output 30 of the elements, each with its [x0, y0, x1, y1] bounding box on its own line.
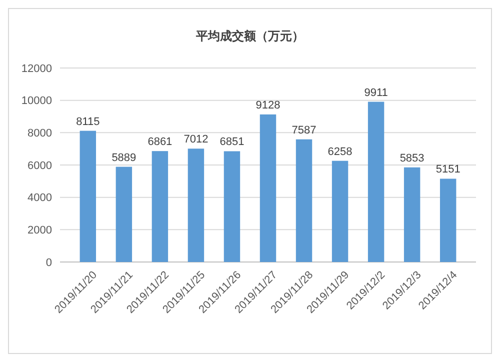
- data-label: 5151: [436, 164, 460, 176]
- data-label: 5853: [400, 152, 424, 164]
- bar: [332, 160, 348, 262]
- bar: [80, 130, 96, 262]
- y-tick-label: 10000: [21, 95, 52, 108]
- bar: [440, 178, 456, 262]
- bar: [152, 151, 168, 262]
- data-label: 5889: [112, 152, 136, 164]
- y-tick-label: 8000: [28, 128, 52, 140]
- data-label: 8115: [76, 116, 100, 128]
- data-label: 6861: [148, 136, 172, 148]
- data-label: 9911: [364, 86, 388, 99]
- data-label: 6258: [328, 146, 352, 158]
- data-label: 9128: [256, 99, 280, 112]
- data-label: 6851: [220, 136, 244, 148]
- bar: [116, 166, 132, 262]
- bar: [224, 151, 240, 262]
- data-label: 7587: [292, 124, 316, 136]
- y-tick-label: 12000: [21, 62, 52, 75]
- bar: [368, 102, 384, 262]
- bar: [260, 114, 276, 262]
- y-tick-label: 6000: [28, 160, 52, 172]
- bar: [404, 167, 420, 262]
- y-tick-label: 0: [46, 256, 52, 269]
- chart-title: 平均成交额（万元）: [195, 29, 304, 43]
- y-tick-label: 4000: [28, 192, 52, 204]
- y-tick-label: 2000: [28, 224, 52, 237]
- bar: [296, 139, 312, 262]
- data-label: 7012: [184, 134, 208, 146]
- bar: [188, 148, 204, 262]
